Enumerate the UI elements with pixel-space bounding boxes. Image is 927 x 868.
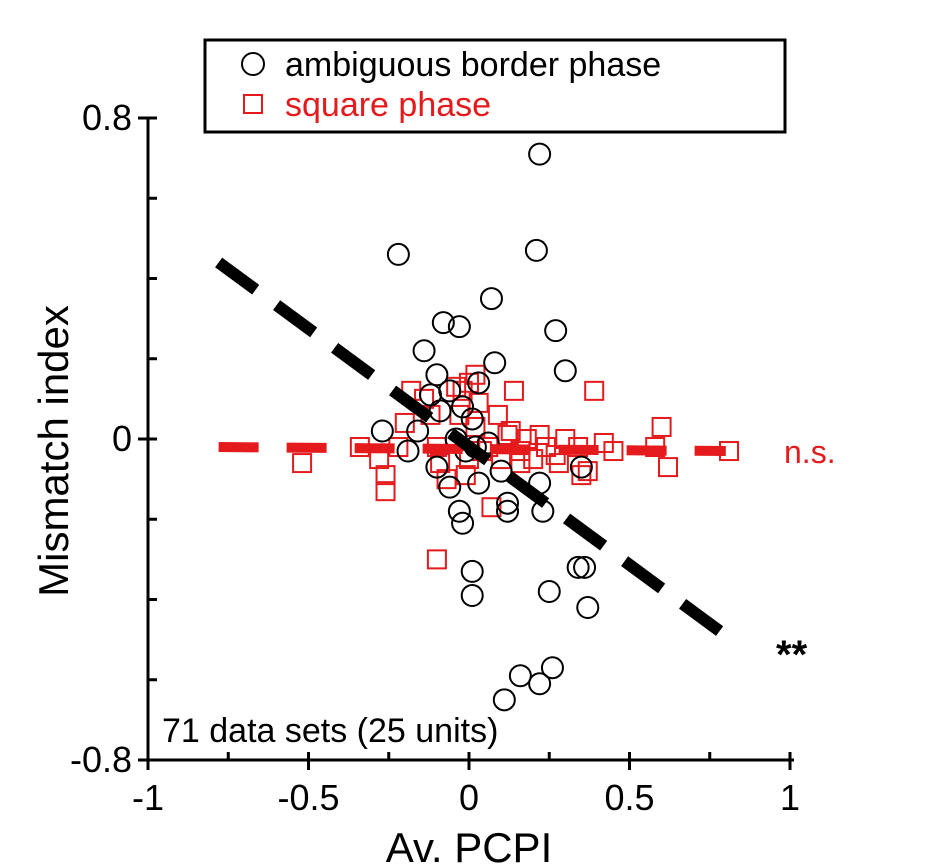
data-point-square <box>426 549 447 570</box>
data-count-annotation: 71 data sets (25 units) <box>162 712 498 750</box>
data-point-circle <box>386 242 410 266</box>
data-point-circle <box>576 596 600 620</box>
data-point-square <box>455 465 476 486</box>
data-point-square <box>481 497 502 518</box>
x-axis-title: Av. PCPI <box>386 824 553 868</box>
data-point-circle <box>460 407 484 431</box>
data-point-circle <box>483 351 507 375</box>
data-point-square <box>375 481 396 502</box>
plot-area: n.s. ** <box>215 142 836 712</box>
data-point-circle <box>425 455 449 479</box>
data-point-circle <box>553 359 577 383</box>
legend-label-circle: ambiguous border phase <box>285 46 661 84</box>
axes: -0.8 0 0.8 -1 -0.5 0 0.5 1 Av. PCPI Mismatch inde… <box>30 97 800 868</box>
data-point-circle <box>406 419 430 443</box>
data-point-circle <box>425 363 449 387</box>
data-point-circle <box>528 672 552 696</box>
data-point-circle <box>467 471 491 495</box>
y-tick-label: 0 <box>112 418 132 459</box>
y-tick-label: -0.8 <box>70 739 132 780</box>
data-point-square <box>658 457 679 478</box>
data-point-square <box>523 449 544 470</box>
data-point-circle <box>566 555 590 579</box>
data-point-square <box>497 424 518 445</box>
x-tick-label: 0.5 <box>604 777 654 818</box>
data-point-circle <box>460 559 484 583</box>
data-point-circle <box>569 455 593 479</box>
data-point-square <box>571 465 592 486</box>
data-point-square <box>446 376 467 397</box>
data-point-circle <box>573 555 597 579</box>
data-point-square <box>375 465 396 486</box>
data-point-square <box>584 380 605 401</box>
legend-box <box>203 38 787 134</box>
data-point-square <box>487 404 508 425</box>
data-point-circle <box>438 475 462 499</box>
data-point-circle <box>431 311 455 335</box>
legend-marker-square <box>243 94 263 114</box>
legend-marker-circle <box>241 52 265 76</box>
data-point-circle <box>467 371 491 395</box>
data-point-circle <box>524 238 548 262</box>
y-tick-label: 0.8 <box>82 97 132 138</box>
y-axis-title: Mismatch index <box>30 305 77 597</box>
significance-label-circle: ** <box>776 633 808 677</box>
data-point-square <box>394 412 415 433</box>
data-point-circle <box>447 315 471 339</box>
data-point-circle <box>508 664 532 688</box>
data-point-square <box>430 453 451 474</box>
data-point-circle <box>412 339 436 363</box>
data-point-circle <box>528 142 552 166</box>
significance-label-square: n.s. <box>784 434 836 470</box>
data-point-circle <box>537 579 561 603</box>
data-point-circle <box>496 491 520 515</box>
data-point-circle <box>479 287 503 311</box>
data-point-circle <box>492 688 516 712</box>
data-point-circle <box>540 656 564 680</box>
x-tick-label: -0.5 <box>277 777 339 818</box>
data-point-circle <box>396 439 420 463</box>
data-point-square <box>529 424 550 445</box>
data-point-square <box>500 420 521 441</box>
data-point-circle <box>451 511 475 535</box>
data-point-square <box>577 461 598 482</box>
data-point-square <box>510 453 531 474</box>
data-point-square <box>603 441 624 462</box>
x-tick-label: -1 <box>132 777 164 818</box>
data-point-circle <box>460 583 484 607</box>
x-tick-label: 0 <box>459 777 479 818</box>
data-point-circle <box>544 319 568 343</box>
data-point-square <box>292 453 313 474</box>
x-tick-label: 1 <box>780 777 800 818</box>
fit-line-circle <box>215 257 730 641</box>
data-point-square <box>651 416 672 437</box>
data-point-circle <box>447 499 471 523</box>
data-point-circle <box>370 419 394 443</box>
data-point-circle <box>489 459 513 483</box>
data-point-circle <box>496 499 520 523</box>
fit-line-square <box>218 442 726 457</box>
legend-label-square: square phase <box>285 86 491 124</box>
data-point-circle <box>418 383 442 407</box>
data-point-circle <box>438 379 462 403</box>
data-point-square <box>503 380 524 401</box>
